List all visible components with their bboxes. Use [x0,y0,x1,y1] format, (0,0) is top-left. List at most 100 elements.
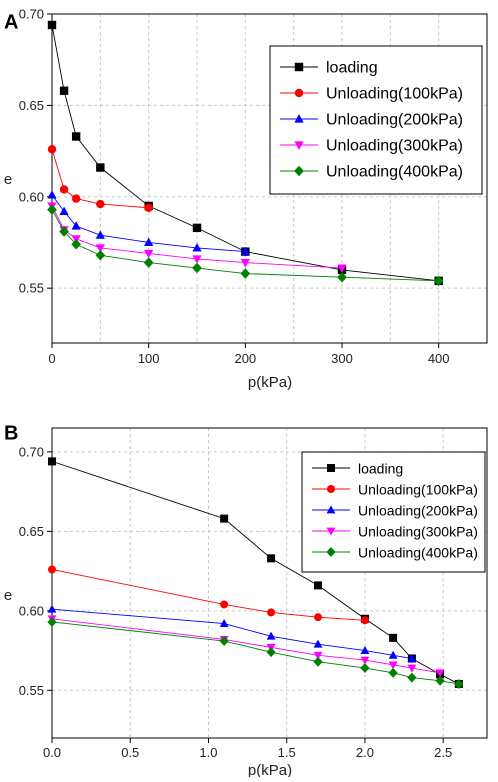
panel-a-series-unloading-300kpa-point [192,255,202,264]
panel-b-x-tick-label: 1.0 [199,745,217,760]
panel-b-series-unloading-100kpa-point [314,613,323,622]
panel-b-series-unloading-300kpa-line [51,618,441,674]
panel-a-y-axis-title: e [4,171,12,188]
panel-a-series-unloading-200kpa-point [240,246,250,256]
panel-a-series-unloading-200kpa-point [71,221,81,230]
panel-b-series-unloading-300kpa-point [407,664,417,673]
panel-a-series-unloading-300kpa-point [95,244,105,253]
panel-a-legend-swatch-marker [294,114,304,123]
panel-a-series-unloading-400kpa-point [95,250,106,261]
panel-a-y-tick-label: 0.60 [19,189,44,204]
panel-b-y-tick-label: 0.70 [19,444,44,459]
panel-b-legend-swatch-marker [327,464,335,472]
panel-b-series-loading-point [314,581,323,590]
panel-a-series-loading-point [59,86,69,95]
panel-a-legend: loading Unloading(100kPa) Unloading(200kPa… [269,45,483,195]
panel-a-y-tick-label: 0.55 [19,281,44,296]
panel-b-series-unloading-200kpa-point [407,653,417,662]
panel-b-series-unloading-400kpa-point [219,636,229,647]
panel-b-series-loading-point [48,457,56,466]
panel-a-legend-swatch-marker [294,88,304,98]
panel-b-series-unloading-200kpa-point [360,645,370,654]
panel-b-series-unloading-300kpa-point [435,669,445,678]
panel-b-series-unloading-100kpa-point [267,608,276,617]
panel-a-legend-entry: Unloading(200kPa) [326,112,463,129]
panel-b-series-unloading-100kpa-point [48,565,56,574]
panel-b-series-unloading-400kpa-point [435,675,445,686]
panel-a-series-unloading-200kpa-point [59,206,69,215]
panel-b-legend-swatch-marker [327,485,335,493]
panel-b-y-tick-label: 0.55 [19,683,44,698]
panel-a-y-tick-label: 0.70 [19,7,44,22]
panel-b-x-tick-label: 0.5 [121,745,139,760]
panel-b-label: B [4,423,18,445]
panel-a-legend-entry: Unloading(400kPa) [326,164,463,181]
panel-b-y-tick-label: 0.65 [19,524,44,539]
panel-b-y-tick-label: 0.60 [19,603,44,618]
panel-a-series-unloading-400kpa-point [143,257,154,268]
panel-a-x-tick-label: 100 [138,351,160,366]
panel-b-series-unloading-200kpa-point [388,650,398,659]
panel-a-y-tick-label: 0.65 [19,98,44,113]
panel-a-series-unloading-300kpa-point [240,259,250,268]
panel-a-series-unloading-100kpa-point [144,203,153,212]
panel-b-series-unloading-300kpa-point [313,651,323,660]
panel-b-x-tick-label: 2.0 [356,745,374,760]
panel-b-legend-swatch-marker [326,505,336,514]
panel-a-legend-frame [269,45,483,195]
panel-a-series-unloading-100kpa-point [47,145,57,154]
panel-b-legend-swatch-marker [326,547,336,557]
panel-a-series-loading-point [71,132,81,141]
panel-b-series-unloading-200kpa-point [266,631,276,640]
panel-a-series-unloading-200kpa-point [47,190,57,199]
panel-a-x-axis-title: p(kPa) [248,374,292,391]
panel-a-series-unloading-300kpa-point [144,249,154,259]
panel-a-legend-entry: Unloading(300kPa) [326,138,463,155]
panel-a-series-group [47,20,444,287]
panel-a-series-unloading-200kpa-point [144,237,154,247]
panel-b-series-unloading-400kpa-point [313,656,323,667]
panel-a-series-unloading-100kpa-point [96,199,105,209]
panel-a-x-tick-label: 200 [234,351,256,366]
panel-a: A 0 100 200 300 400 0.55 0.60 0.65 0.70 p(kPa) e loa… [4,7,488,391]
panel-b-x-tick-label: 0.0 [43,745,61,760]
panel-b-legend-entry: Unloading(200kPa) [358,503,478,519]
panel-b-legend-entry: loading [358,461,403,477]
panel-a-x-tick-label: 400 [428,351,450,366]
panel-a-legend-swatch-marker [294,165,304,177]
panel-a-series-unloading-400kpa-point [433,275,444,287]
panel-a-x-tick-label: 300 [331,351,353,366]
panel-b-legend-swatch-marker [326,527,336,536]
panel-b-series-unloading-400kpa-point [266,647,276,658]
panel-a-legend-swatch-marker [294,62,304,72]
panel-b-series-unloading-200kpa-point [47,604,57,613]
panel-a-series-loading-point [96,163,105,172]
panel-a-series-unloading-400kpa-point [71,239,81,250]
panel-b-legend: loading Unloading(100kPa) Unloading(200kPa… [301,451,486,573]
panel-b-series-group [47,457,464,689]
panel-b-series-unloading-200kpa-point [313,639,323,648]
panel-b-x-axis-title: p(kPa) [248,762,292,777]
panel-b-series-unloading-200kpa-line [51,608,412,659]
panel-b-legend-entry: Unloading(100kPa) [358,482,478,498]
panel-a-plot-frame [51,13,488,344]
panel-a-legend-entry: Unloading(100kPa) [326,86,463,103]
panel-a-legend-entry: loading [326,60,378,77]
panel-b-series-unloading-300kpa-point [360,656,370,665]
panel-b-series-loading-point [267,554,276,563]
panel-a-series-unloading-400kpa-point [59,226,69,237]
panel-a-label: A [4,12,18,34]
panel-b-series-unloading-100kpa-point [360,616,369,625]
panel-a-series-unloading-400kpa-point [240,268,251,279]
panel-b-x-tick-label: 2.5 [434,745,452,760]
panel-b-x-tick-label: 1.5 [278,745,296,760]
panel-a-series-unloading-200kpa-point [192,243,202,252]
panel-b-series-unloading-400kpa-point [360,663,370,674]
panel-b-series-unloading-100kpa-point [220,600,229,609]
panel-b: B 0.0 0.5 1.0 1.5 2.0 2.5 0.55 0.60 0.65 0.70 p(kPa… [4,423,488,779]
panel-b-legend-entry: Unloading(400kPa) [358,545,478,561]
panel-a-series-unloading-400kpa-point [47,204,57,215]
panel-b-series-unloading-400kpa-point [47,616,57,627]
